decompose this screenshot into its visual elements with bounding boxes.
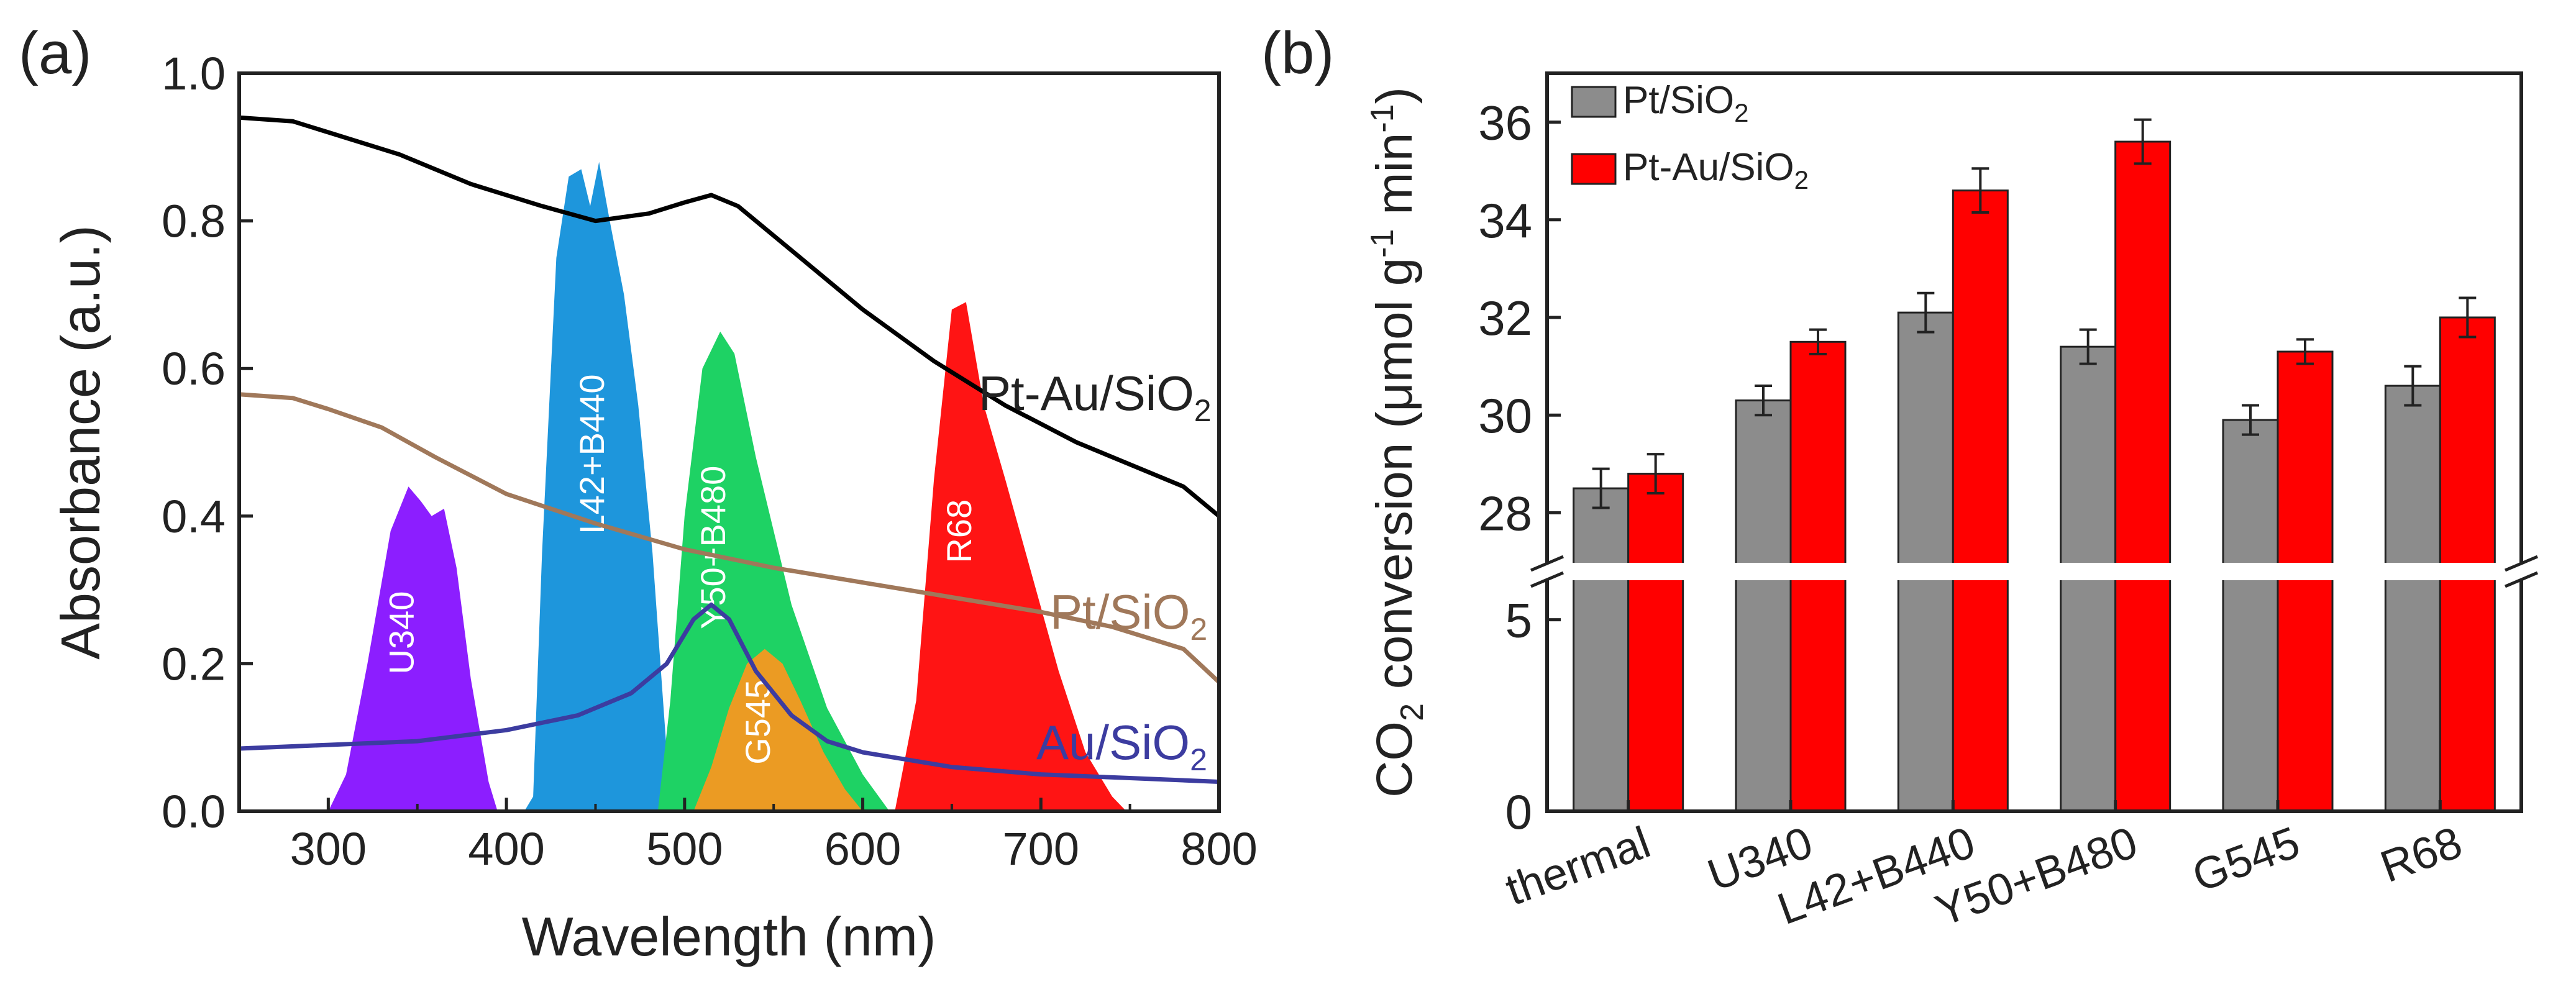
curve-pt-au-sio2 [239,115,1221,518]
y-tick-label: 0.2 [162,638,226,690]
x-tick-label: 800 [1181,823,1257,875]
y-tick-label: 32 [1478,291,1532,345]
spectrum-y50-b480 [657,331,890,811]
spectrum-label-g545: G545 [738,680,777,765]
legend-swatch-pt [1571,86,1617,118]
plot-frame-a [237,71,1221,813]
bar-pt-au-sio2-thermal [1627,473,1684,813]
bars [1573,118,2496,813]
y-tick-label: 36 [1478,96,1532,150]
y-tick-label: 0.0 [162,786,226,837]
absorbance-curves [239,115,1221,784]
x-tick-label: 600 [824,823,901,875]
bar-pt-sio2-thermal [1573,487,1630,813]
legend-label-pt-au: Pt-Au/SiO2 [1623,146,1809,194]
axis-break [1530,555,2538,588]
y-axis-label: CO2 conversion (μmol g-1 min-1) [1364,87,1430,798]
panel-b-label: (b) [1261,20,1334,86]
y-tick-label: 0 [1505,785,1532,839]
light-source-spectra: U340 L42+B440 Y50+B480 G545 R68 [328,162,1126,812]
bar-pt-au-sio2-y50-b480 [2114,140,2172,813]
legend-swatch-pt-au [1571,153,1617,185]
break-mark [2505,571,2538,588]
spectrum-l42-b440 [524,162,676,812]
bar-pt-sio2-g545 [2222,419,2279,813]
spectrum-label-y50-b480: Y50+B480 [693,466,733,629]
break-mark [2505,555,2538,572]
y-tick-label: 28 [1478,486,1532,540]
series-labels: Pt-Au/SiO2 Pt/SiO2 Au/SiO2 [979,366,1212,777]
x-axis-ticks: 300 400 500 600 700 800 [238,798,1258,875]
x-tick-label: 400 [468,823,544,875]
break-band [1545,563,2524,580]
spectrum-u340 [328,486,498,811]
spectrum-r68 [895,302,1126,811]
y-axis-ticks: 28 30 32 34 36 0 5 [1478,96,1561,839]
y-tick-label: 34 [1478,193,1532,248]
x-axis-label: Wavelength (nm) [522,906,936,967]
spectrum-label-l42-b440: L42+B440 [572,375,611,534]
label-au: Au/SiO2 [1036,715,1207,777]
x-tick-label-r68: R68 [2374,818,2468,892]
x-tick-label: 500 [646,823,723,875]
bar-pt-sio2-r68 [2384,385,2441,813]
bar-pt-au-sio2-l42-b440 [1952,189,2009,813]
legend-label-pt: Pt/SiO2 [1623,79,1749,127]
y-axis-label: Absorbance (a.u.) [50,225,111,660]
spectrum-label-r68: R68 [939,499,979,563]
x-tick-label: 700 [1003,823,1079,875]
y-tick-label: 0.6 [162,343,226,394]
break-mark [1530,571,1564,588]
bar-pt-sio2-l42-b440 [1897,311,1954,813]
y-tick-label: 0.4 [162,491,226,542]
y-tick-label: 1.0 [162,48,226,99]
curve-au-sio2 [239,602,1220,784]
break-mark [1530,555,1564,572]
y-tick-label: 5 [1505,593,1532,648]
panel-a-label: (a) [19,20,91,86]
spectrum-label-u340: U340 [381,591,421,675]
bar-pt-au-sio2-g545 [2277,350,2334,813]
panel-a: (a) U340 L42+B440 Y50+B480 G545 R68 300 400 50… [19,20,1258,967]
label-pt: Pt/SiO2 [1050,585,1207,647]
plot-frame-b [1545,71,2523,813]
y-axis-ticks: 0.0 0.2 0.4 0.6 0.8 1.0 [162,48,253,837]
bar-pt-sio2-u340 [1735,399,1792,813]
curve-pt-sio2 [239,392,1221,684]
y-tick-label: 30 [1478,388,1532,443]
y-tick-label: 0.8 [162,196,226,247]
label-pt-au: Pt-Au/SiO2 [979,366,1212,428]
legend: Pt/SiO2 Pt-Au/SiO2 [1571,79,1809,194]
spectrum-g545 [693,649,863,811]
x-tick-label: 300 [290,823,367,875]
x-tick-label-g545: G545 [2186,818,2306,901]
